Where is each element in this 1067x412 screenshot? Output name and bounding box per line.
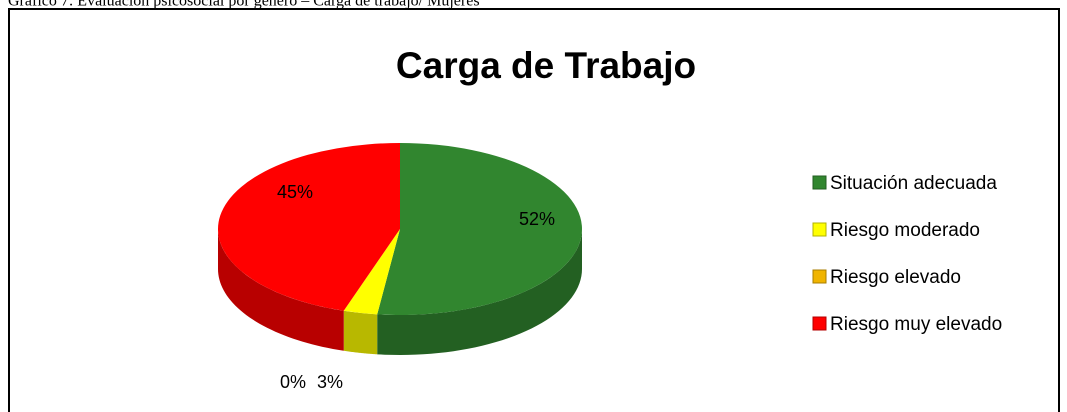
data-label: 0%	[280, 372, 306, 392]
pie-slice	[377, 143, 582, 315]
legend-swatch	[812, 269, 827, 284]
legend-swatch	[812, 175, 827, 190]
legend-swatch	[812, 222, 827, 237]
pie-slice	[217, 143, 400, 311]
legend-label: Riesgo elevado	[830, 267, 961, 288]
caption: Gráfico 7: Evaluación psicosocial por gé…	[8, 0, 480, 10]
pie-side	[377, 229, 582, 355]
pie-slice	[343, 229, 400, 315]
data-label: 3%	[317, 372, 343, 392]
legend: Situación adecuada Riesgo moderado Riesgo …	[812, 173, 1002, 335]
data-label: 52%	[519, 209, 555, 229]
data-label: 45%	[277, 182, 313, 202]
legend-label: Riesgo moderado	[830, 220, 980, 241]
pie-side	[343, 310, 378, 355]
legend-label: Riesgo muy elevado	[830, 314, 1002, 335]
legend-swatch	[812, 316, 827, 331]
chart-title: Carga de Trabajo	[396, 45, 696, 86]
legend-label: Situación adecuada	[830, 173, 997, 194]
pie-side	[218, 229, 344, 351]
pie: 52% 3% 0% 45%	[217, 143, 582, 392]
